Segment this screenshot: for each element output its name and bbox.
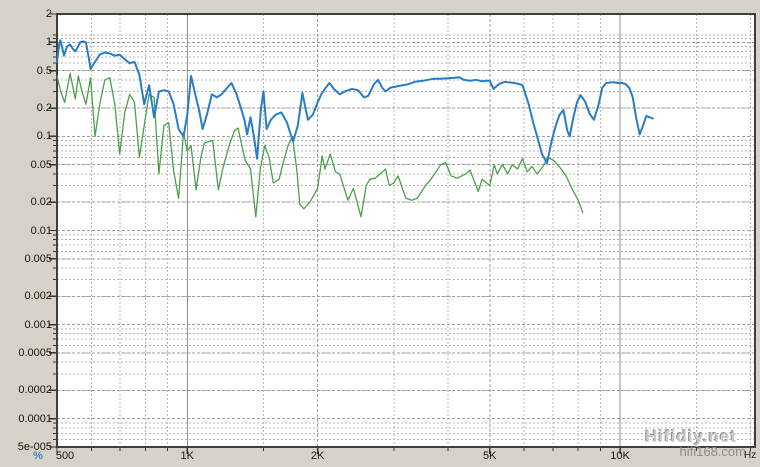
plot-border: [56, 13, 756, 448]
y-axis-tick-label: 0.005: [24, 252, 52, 265]
y-axis-tick-label: 0.1: [36, 130, 52, 143]
y-axis-tick-label: 0.5: [36, 64, 52, 77]
y-axis-tick-label: 0.001: [24, 318, 52, 331]
series-green-trace-curve: [56, 72, 584, 218]
y-axis-tick-label: 0.002: [24, 290, 52, 303]
watermark-hifi168: hifi168.com: [679, 444, 746, 459]
y-axis-tick-label: 1: [45, 36, 52, 49]
y-axis-tick-label: 0.05: [30, 158, 52, 171]
y-axis-tick-label: 0.2: [36, 102, 52, 115]
y-axis-tick-label: 0.02: [30, 196, 52, 209]
x-axis-tick-label: 10K: [610, 450, 630, 462]
y-axis-tick-label: 0.0001: [18, 412, 52, 425]
x-axis-unit-label: Hz: [744, 450, 757, 461]
x-axis-tick-label: 1K: [180, 450, 195, 462]
y-axis-tick-label: 2: [45, 8, 52, 20]
series-blue-trace-curve: [56, 39, 654, 165]
y-axis-tick-label: 0.01: [30, 224, 52, 237]
x-axis-tick-label: 500: [55, 450, 75, 462]
plot-area: [57, 14, 755, 447]
y-axis-tick-label: 0.0005: [18, 346, 52, 359]
y-axis-unit-label: %: [33, 450, 43, 462]
y-axis-tick-label: 0.0002: [18, 384, 52, 397]
x-axis-tick-label: 2K: [310, 450, 325, 462]
watermark-hifidiy: Hifidiy.net: [645, 427, 737, 446]
x-axis-tick-label: 5K: [483, 450, 497, 462]
y-axis-tick-label: 5e-005: [17, 441, 52, 453]
